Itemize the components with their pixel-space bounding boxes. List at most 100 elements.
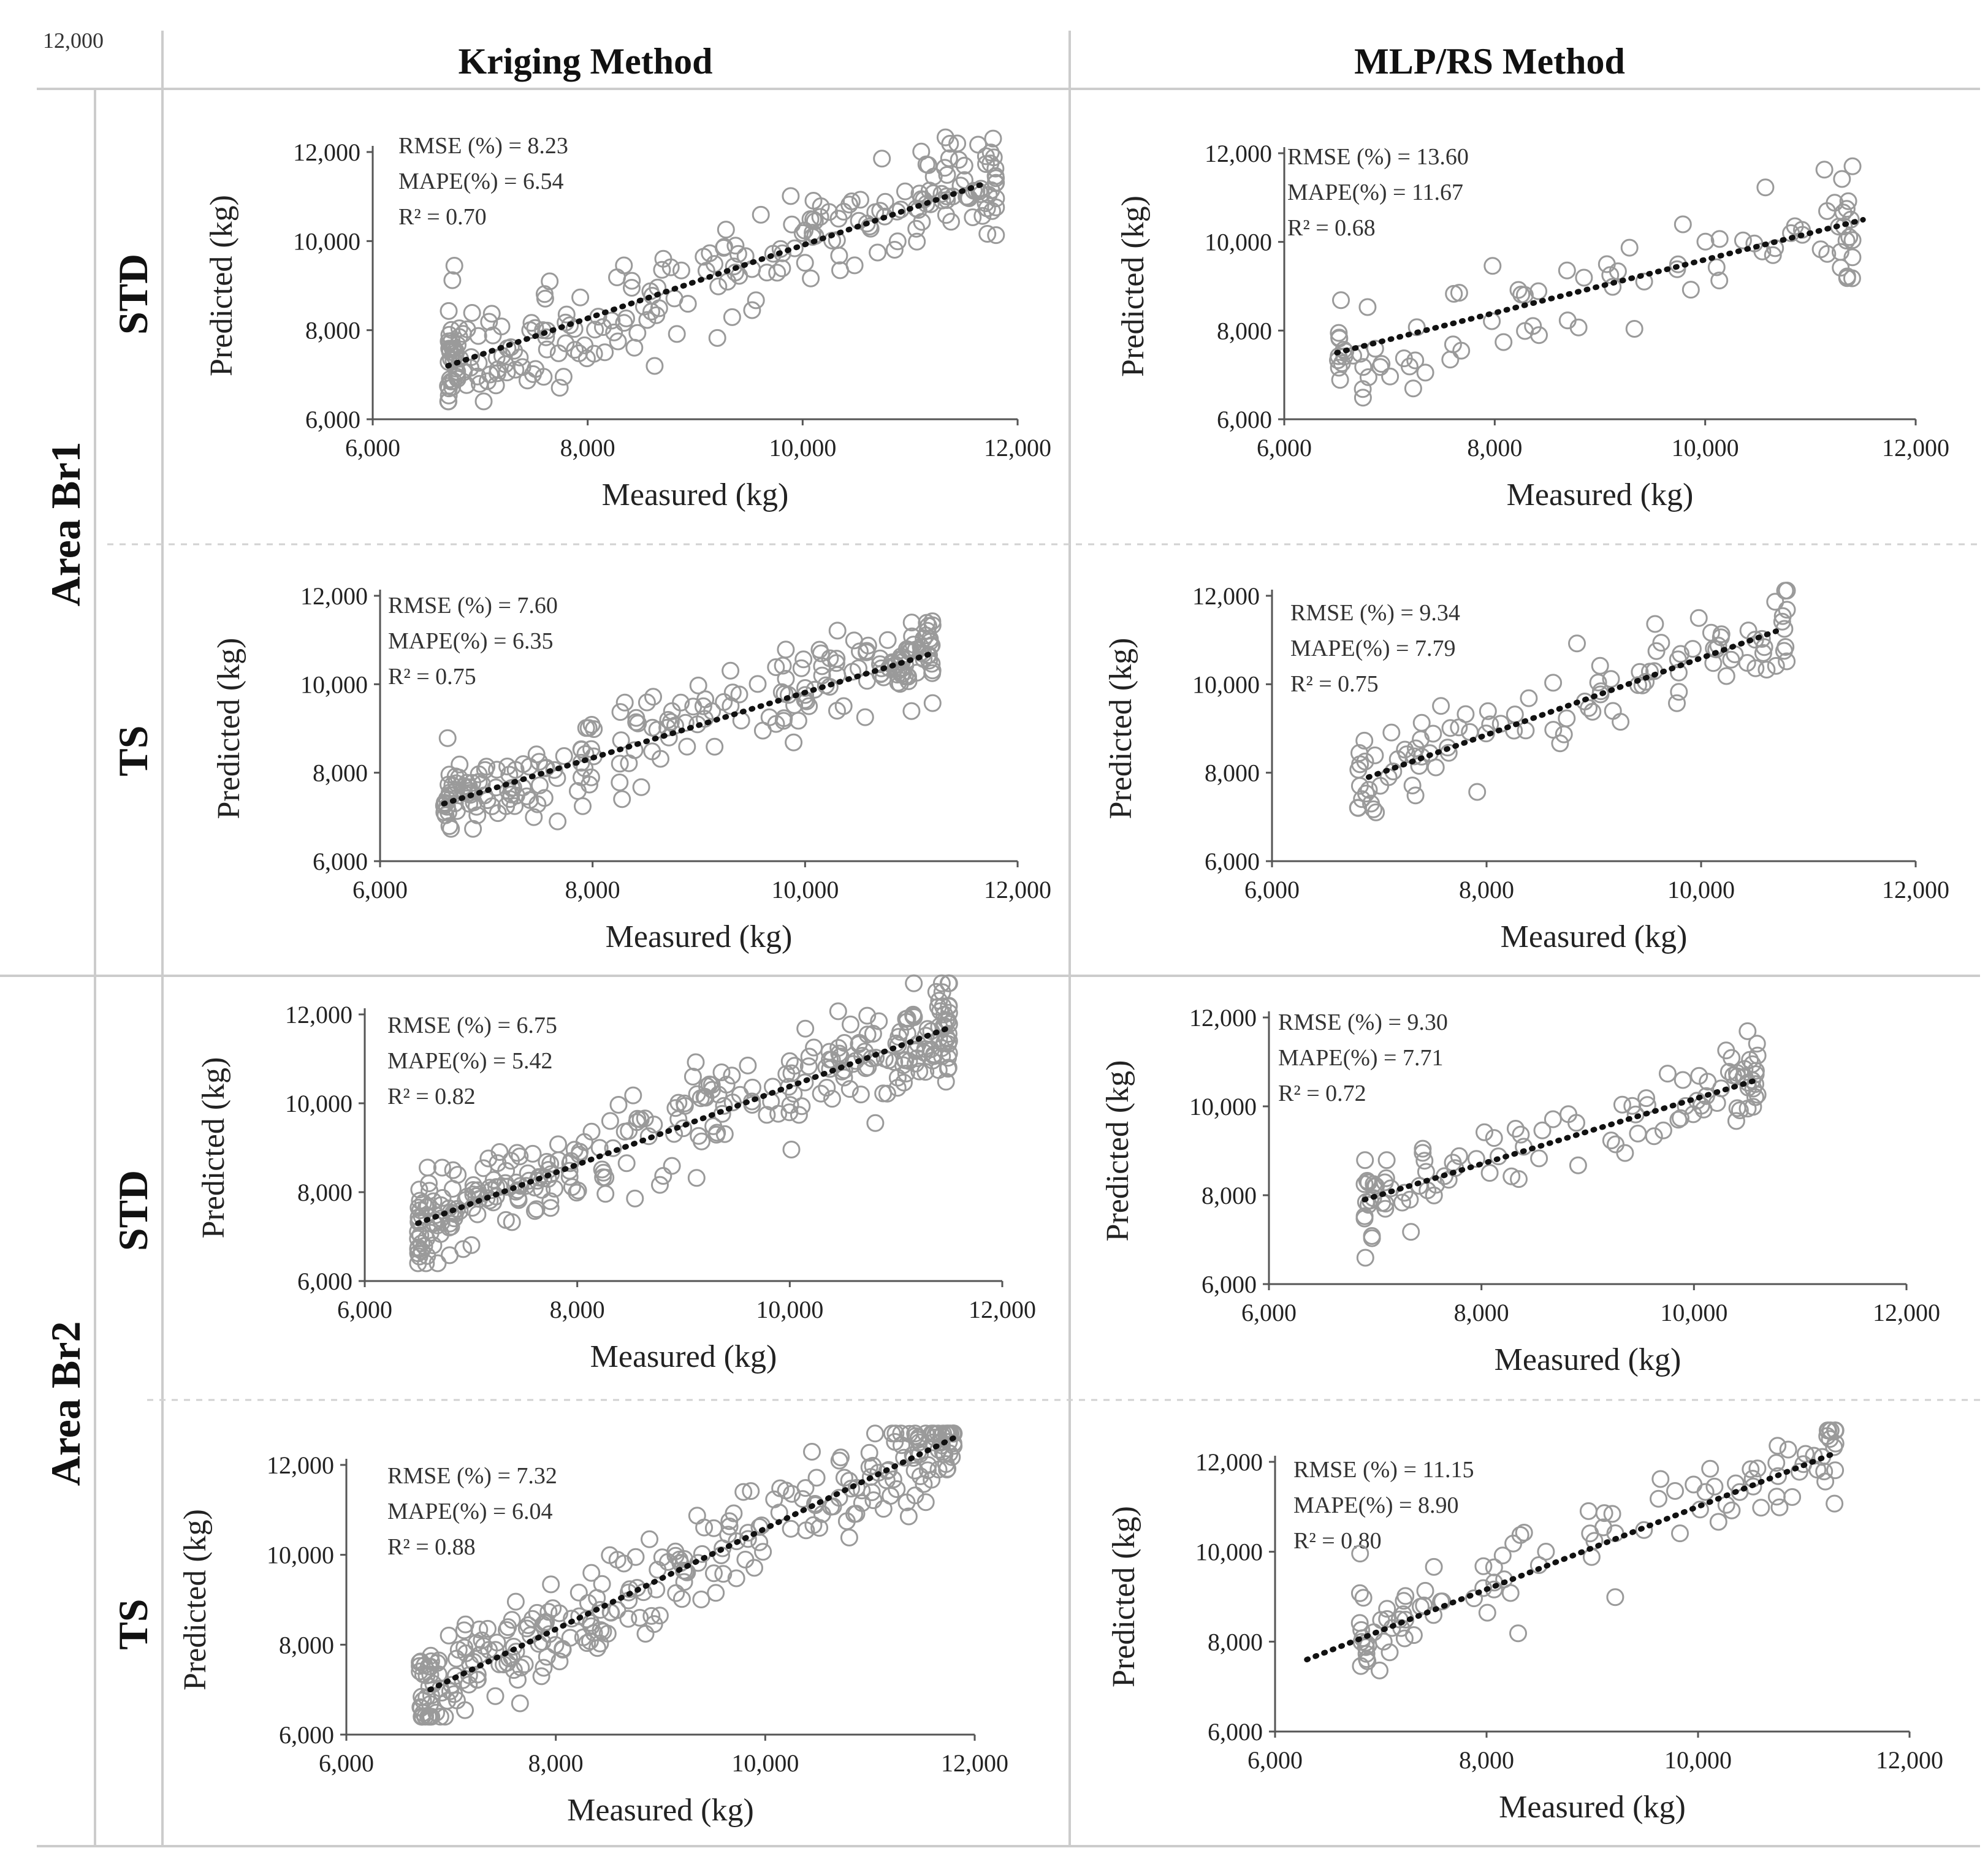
data-point	[1702, 623, 1720, 642]
data-point	[444, 1161, 462, 1179]
data-point	[591, 1601, 609, 1619]
data-point	[1330, 324, 1348, 342]
data-point	[1350, 777, 1369, 795]
data-point	[940, 149, 958, 167]
x-tick-label: 12,000	[1876, 1746, 1943, 1774]
data-point	[546, 1179, 564, 1198]
data-point	[690, 1127, 708, 1145]
data-point	[709, 1086, 728, 1104]
data-point	[1512, 286, 1531, 303]
data-point	[978, 199, 996, 218]
scatter-panel-area-br1-ts-mlp: 6,000 8,000 10,000 12,000 6,000 8,000 10,000 12…	[1103, 582, 1949, 954]
data-point	[540, 1625, 558, 1643]
data-point	[557, 334, 575, 352]
data-points	[439, 128, 1005, 411]
data-point	[743, 301, 761, 319]
data-point	[858, 215, 876, 233]
data-point	[445, 257, 463, 275]
y-tick-label: 10,000	[1189, 1093, 1257, 1120]
data-point	[873, 150, 891, 168]
data-point	[1709, 1513, 1727, 1531]
data-point	[1658, 1065, 1677, 1083]
data-point	[617, 1154, 636, 1173]
data-point	[715, 693, 733, 711]
scatter-panels: 6,000 8,000 10,000 12,000 6,000 8,000 10,000 12…	[178, 128, 1949, 1828]
data-point	[439, 392, 457, 411]
data-point	[1790, 1462, 1808, 1481]
data-point	[1450, 1147, 1468, 1165]
data-point	[1778, 582, 1796, 599]
data-point	[747, 291, 765, 310]
data-point	[1696, 1483, 1715, 1501]
data-point	[511, 1147, 529, 1166]
data-point	[442, 819, 460, 838]
data-point	[1529, 282, 1548, 300]
data-point	[1441, 351, 1460, 369]
data-point	[1826, 194, 1844, 212]
scatter-panel-area-br1-std-kriging: 6,000 8,000 10,000 12,000 6,000 8,000 10,000 12…	[204, 128, 1051, 512]
data-point	[955, 156, 973, 175]
data-point	[1826, 1421, 1844, 1440]
data-point	[792, 659, 810, 677]
data-point	[554, 368, 573, 386]
trend-line	[445, 180, 988, 369]
data-point	[851, 1086, 870, 1104]
data-point	[908, 232, 926, 251]
data-point	[1403, 777, 1422, 794]
data-point	[861, 218, 879, 235]
data-point	[482, 1181, 500, 1200]
data-point	[1414, 1139, 1432, 1158]
data-point	[920, 181, 939, 200]
data-point	[888, 1480, 906, 1498]
data-point	[895, 1073, 913, 1092]
stats-line: MAPE(%) = 6.54	[398, 169, 563, 194]
data-point	[420, 1174, 438, 1193]
stats-line: R² = 0.75	[1290, 671, 1379, 697]
data-point	[464, 819, 482, 838]
data-point	[769, 1105, 788, 1123]
data-point	[1512, 1125, 1530, 1144]
data-point	[858, 1025, 877, 1044]
data-point	[550, 379, 569, 397]
data-point	[505, 1661, 523, 1679]
data-point	[1739, 1022, 1757, 1040]
data-point	[734, 1483, 753, 1501]
x-tick-label: 12,000	[1873, 1299, 1940, 1326]
data-point	[767, 658, 785, 676]
data-point	[522, 314, 541, 332]
data-point	[1416, 363, 1434, 382]
data-point	[789, 712, 807, 730]
data-point	[545, 761, 563, 779]
column-header-mlp-rs: MLP/RS Method	[1354, 41, 1625, 82]
data-point	[1635, 1521, 1653, 1539]
data-point	[492, 318, 511, 336]
trend-line	[415, 1025, 952, 1226]
corner-label: 12,000	[43, 28, 104, 53]
data-point	[840, 1529, 858, 1546]
data-point	[661, 258, 680, 276]
data-point	[1476, 1123, 1493, 1141]
data-point	[1671, 1524, 1689, 1543]
data-point	[866, 1424, 884, 1443]
data-point	[601, 1112, 619, 1130]
data-point	[1445, 284, 1463, 303]
data-point	[832, 1448, 850, 1467]
data-point	[750, 1533, 769, 1551]
data-point	[912, 142, 931, 161]
data-point	[557, 313, 575, 332]
data-point	[694, 697, 712, 715]
data-point	[916, 1027, 935, 1045]
data-point	[938, 165, 956, 184]
x-tick-label: 12,000	[984, 434, 1051, 462]
data-point	[463, 774, 481, 792]
data-point	[1591, 656, 1609, 675]
data-point	[525, 808, 543, 826]
data-point	[440, 1626, 458, 1645]
data-point	[752, 205, 770, 224]
data-point	[902, 702, 921, 720]
data-point	[440, 1199, 458, 1217]
data-point	[840, 1080, 859, 1098]
data-point	[1779, 1440, 1797, 1459]
data-point	[1558, 261, 1576, 279]
data-point	[654, 1167, 672, 1185]
